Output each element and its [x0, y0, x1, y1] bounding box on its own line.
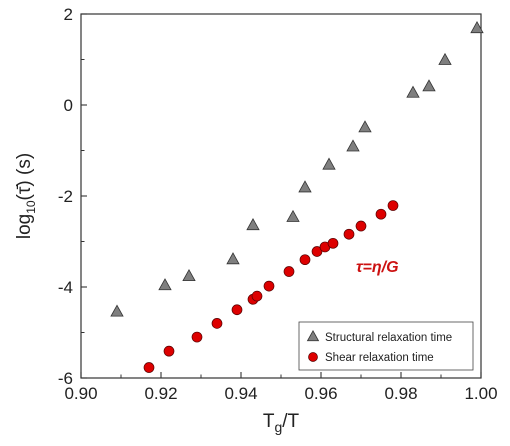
tau-formula-annotation: τ=η/G	[356, 259, 399, 276]
shear-point	[299, 254, 311, 266]
y-tick-label: -4	[58, 278, 73, 297]
x-tick-label: 1.00	[464, 384, 497, 403]
x-tick-label: 0.92	[144, 384, 177, 403]
structural-point	[110, 304, 124, 317]
x-tick-label: 0.94	[224, 384, 257, 403]
axis-ticks	[80, 13, 482, 379]
structural-point	[438, 52, 452, 65]
structural-point	[182, 269, 196, 282]
series-1	[143, 200, 399, 373]
shear-point	[191, 331, 203, 343]
legend: Structural relaxation time Shear relaxati…	[298, 321, 474, 371]
shear-point	[283, 266, 295, 277]
axis-tick-labels: 0.90 0.92 0.94 0.96 0.98 1.00 -6 -4 -2 0 2	[58, 5, 498, 403]
legend-box	[298, 321, 474, 371]
legend-label: Structural relaxation time	[325, 332, 452, 344]
x-tick-label: 0.96	[304, 384, 337, 403]
legend-circle-marker	[308, 352, 318, 362]
legend-triangle-marker	[306, 330, 320, 342]
structural-point	[346, 139, 360, 152]
shear-point	[355, 220, 367, 232]
structural-point	[298, 180, 312, 193]
shear-point	[311, 246, 323, 257]
structural-point	[422, 79, 436, 92]
shear-point	[375, 208, 387, 220]
y-tick-label: -6	[58, 369, 73, 388]
structural-point	[322, 157, 336, 170]
shear-point	[163, 345, 175, 357]
shear-point	[343, 228, 355, 240]
y-tick-label: 0	[64, 96, 73, 115]
structural-point	[358, 120, 372, 133]
x-axis-label: Tg/T	[263, 411, 300, 435]
structural-point	[286, 209, 300, 222]
x-tick-label: 0.98	[384, 384, 417, 403]
shear-point	[387, 200, 399, 211]
shear-point	[327, 237, 339, 249]
series-0	[110, 21, 484, 317]
y-tick-label: -2	[58, 187, 73, 206]
shear-point	[143, 362, 155, 373]
shear-point	[263, 280, 275, 292]
data-markers	[110, 21, 484, 373]
structural-point	[246, 218, 260, 231]
shear-point	[251, 290, 263, 302]
structural-point	[226, 252, 240, 265]
y-axis-label: log10(τ̄) (s)	[14, 153, 38, 239]
shear-point	[231, 304, 243, 316]
svg-text:Tg/T: Tg/T	[263, 411, 300, 435]
legend-label: Shear relaxation time	[325, 352, 434, 364]
x-tick-label: 0.90	[64, 384, 97, 403]
y-tick-label: 2	[64, 5, 73, 24]
structural-point	[470, 21, 484, 34]
svg-text:log10(τ̄) (s): log10(τ̄) (s)	[14, 153, 38, 239]
structural-point	[158, 278, 172, 291]
structural-point	[406, 85, 420, 98]
shear-point	[211, 318, 223, 329]
